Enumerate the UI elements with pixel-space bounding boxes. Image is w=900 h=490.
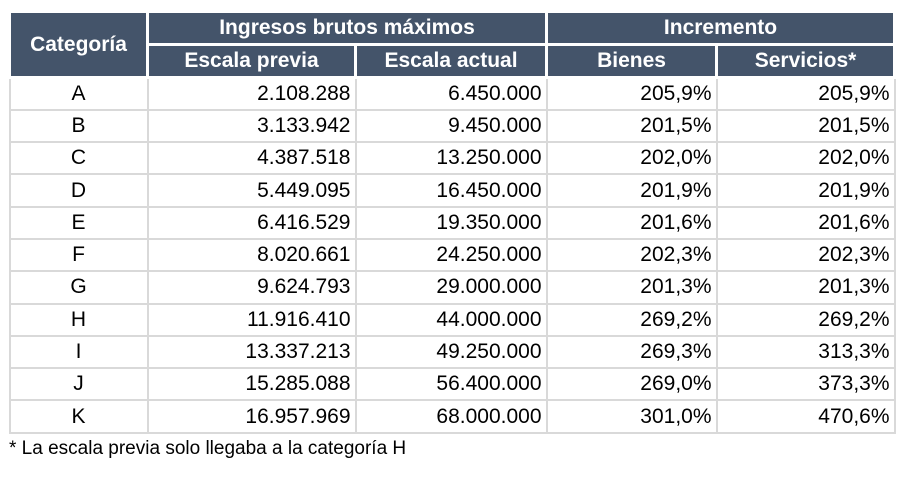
goods-increase-cell: 202,3%	[545, 237, 718, 273]
services-increase-cell: 313,3%	[715, 334, 896, 370]
category-cell: K	[8, 399, 149, 434]
services-increase-cell: 205,9%	[715, 76, 896, 111]
current-scale-cell: 24.250.000	[354, 237, 548, 273]
current-scale-cell: 13.250.000	[354, 141, 548, 176]
services-increase-cell: 201,3%	[715, 270, 896, 305]
goods-increase-cell: 202,0%	[545, 141, 718, 176]
services-increase-cell: 373,3%	[715, 367, 896, 402]
current-scale-cell: 9.450.000	[354, 108, 548, 144]
previous-scale-cell: 9.624.793	[146, 270, 357, 305]
category-cell: C	[8, 141, 149, 176]
current-scale-cell: 44.000.000	[354, 302, 548, 337]
category-cell: A	[8, 76, 149, 111]
current-scale-cell: 6.450.000	[354, 76, 548, 111]
table-row: B 3.133.942 9.450.000 201,5% 201,5%	[8, 108, 896, 144]
current-scale-header: Escala actual	[353, 43, 549, 79]
goods-increase-cell: 301,0%	[545, 399, 718, 434]
header-sub-row: Escala previa Escala actual Bienes Servi…	[10, 43, 897, 79]
category-header: Categoría	[8, 10, 149, 79]
goods-increase-cell: 201,3%	[545, 270, 718, 305]
services-increase-cell: 202,3%	[715, 237, 896, 273]
services-increase-cell: 470,6%	[715, 399, 896, 434]
goods-increase-cell: 205,9%	[545, 76, 718, 111]
previous-scale-cell: 5.449.095	[146, 173, 357, 208]
previous-scale-cell: 15.285.088	[146, 367, 357, 402]
category-cell: D	[8, 173, 149, 208]
table-row: D 5.449.095 16.450.000 201,9% 201,9%	[8, 173, 896, 208]
table-row: C 4.387.518 13.250.000 202,0% 202,0%	[8, 141, 896, 176]
category-cell: B	[8, 108, 149, 144]
table-row: J 15.285.088 56.400.000 269,0% 373,3%	[8, 367, 896, 402]
services-increase-cell: 201,6%	[715, 205, 896, 240]
current-scale-cell: 29.000.000	[354, 270, 548, 305]
goods-increase-cell: 269,3%	[545, 334, 718, 370]
goods-header: Bienes	[545, 43, 719, 79]
current-scale-cell: 56.400.000	[354, 367, 548, 402]
services-increase-cell: 201,5%	[715, 108, 896, 144]
current-scale-cell: 49.250.000	[354, 334, 548, 370]
table-row: F 8.020.661 24.250.000 202,3% 202,3%	[8, 237, 896, 273]
footnote: * La escala previa solo llegaba a la cat…	[9, 437, 407, 459]
services-header: Servicios*	[715, 43, 897, 79]
current-scale-cell: 68.000.000	[354, 399, 548, 434]
category-cell: J	[8, 367, 149, 402]
category-cell: E	[8, 205, 149, 240]
previous-scale-cell: 4.387.518	[146, 141, 357, 176]
services-increase-cell: 202,0%	[715, 141, 896, 176]
previous-scale-cell: 2.108.288	[146, 76, 357, 111]
category-cell: G	[8, 270, 149, 305]
category-cell: F	[8, 237, 149, 273]
previous-scale-cell: 16.957.969	[146, 399, 357, 434]
previous-scale-cell: 6.416.529	[146, 205, 357, 240]
current-scale-cell: 19.350.000	[354, 205, 548, 240]
previous-scale-cell: 8.020.661	[146, 237, 357, 273]
category-table: Categoría Ingresos brutos máximos Increm…	[8, 10, 897, 434]
previous-scale-header: Escala previa	[146, 43, 357, 79]
current-scale-cell: 16.450.000	[354, 173, 548, 208]
services-increase-cell: 269,2%	[715, 302, 896, 337]
goods-increase-cell: 201,5%	[545, 108, 718, 144]
services-increase-cell: 201,9%	[715, 173, 896, 208]
category-cell: H	[8, 302, 149, 337]
previous-scale-cell: 3.133.942	[146, 108, 357, 144]
table-row: G 9.624.793 29.000.000 201,3% 201,3%	[8, 270, 896, 305]
page: Categoría Ingresos brutos máximos Increm…	[8, 10, 897, 459]
income-group-header: Ingresos brutos máximos	[145, 10, 549, 46]
goods-increase-cell: 269,2%	[545, 302, 718, 337]
previous-scale-cell: 13.337.213	[146, 334, 357, 370]
goods-increase-cell: 201,6%	[545, 205, 718, 240]
increase-group-header: Incremento	[545, 10, 897, 46]
category-cell: I	[8, 334, 149, 370]
previous-scale-cell: 11.916.410	[146, 302, 357, 337]
header-group-row: Categoría Ingresos brutos máximos Increm…	[8, 10, 897, 79]
table-row: I 13.337.213 49.250.000 269,3% 313,3%	[8, 334, 896, 370]
table-row: E 6.416.529 19.350.000 201,6% 201,6%	[8, 205, 896, 240]
goods-increase-cell: 201,9%	[545, 173, 718, 208]
table-row: K 16.957.969 68.000.000 301,0% 470,6%	[8, 399, 896, 434]
table-row: H 11.916.410 44.000.000 269,2% 269,2%	[8, 302, 896, 337]
goods-increase-cell: 269,0%	[545, 367, 718, 402]
table-row: A 2.108.288 6.450.000 205,9% 205,9%	[8, 76, 896, 111]
